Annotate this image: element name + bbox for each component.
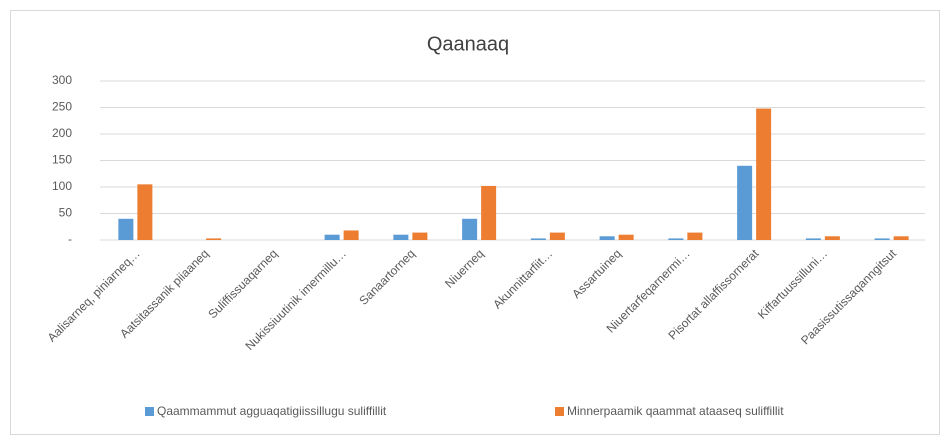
bar — [687, 232, 703, 240]
y-tick-label: - — [68, 232, 72, 246]
y-tick-label: 300 — [52, 73, 72, 87]
y-tick-label: 200 — [52, 126, 72, 140]
bar — [549, 232, 565, 240]
bar — [874, 238, 890, 240]
y-tick-label: 250 — [52, 100, 72, 114]
bar — [668, 238, 684, 240]
y-tick-label: 150 — [52, 153, 72, 167]
bar — [481, 185, 497, 240]
y-tick-label: 50 — [59, 206, 73, 220]
legend-swatch — [555, 407, 564, 416]
bar — [824, 236, 840, 240]
bar — [137, 184, 153, 240]
legend-swatch — [145, 407, 154, 416]
bar — [893, 236, 909, 240]
bar — [805, 238, 821, 240]
bar — [599, 236, 615, 240]
bar — [343, 230, 359, 240]
legend-label: Qaammammut agguaqatigiissillugu suliffil… — [157, 404, 387, 418]
bar — [530, 238, 546, 240]
y-tick-label: 100 — [52, 179, 72, 193]
bar — [737, 165, 753, 240]
bar — [462, 218, 478, 240]
bar — [756, 108, 772, 240]
bar — [324, 234, 340, 240]
bar — [618, 234, 634, 240]
bar — [393, 234, 409, 240]
bar — [118, 218, 134, 240]
bar — [206, 238, 222, 240]
bar — [412, 232, 428, 240]
legend-label: Minnerpaamik qaammat ataaseq suliffillit — [567, 404, 784, 418]
chart-title: Qaanaaq — [427, 33, 509, 55]
